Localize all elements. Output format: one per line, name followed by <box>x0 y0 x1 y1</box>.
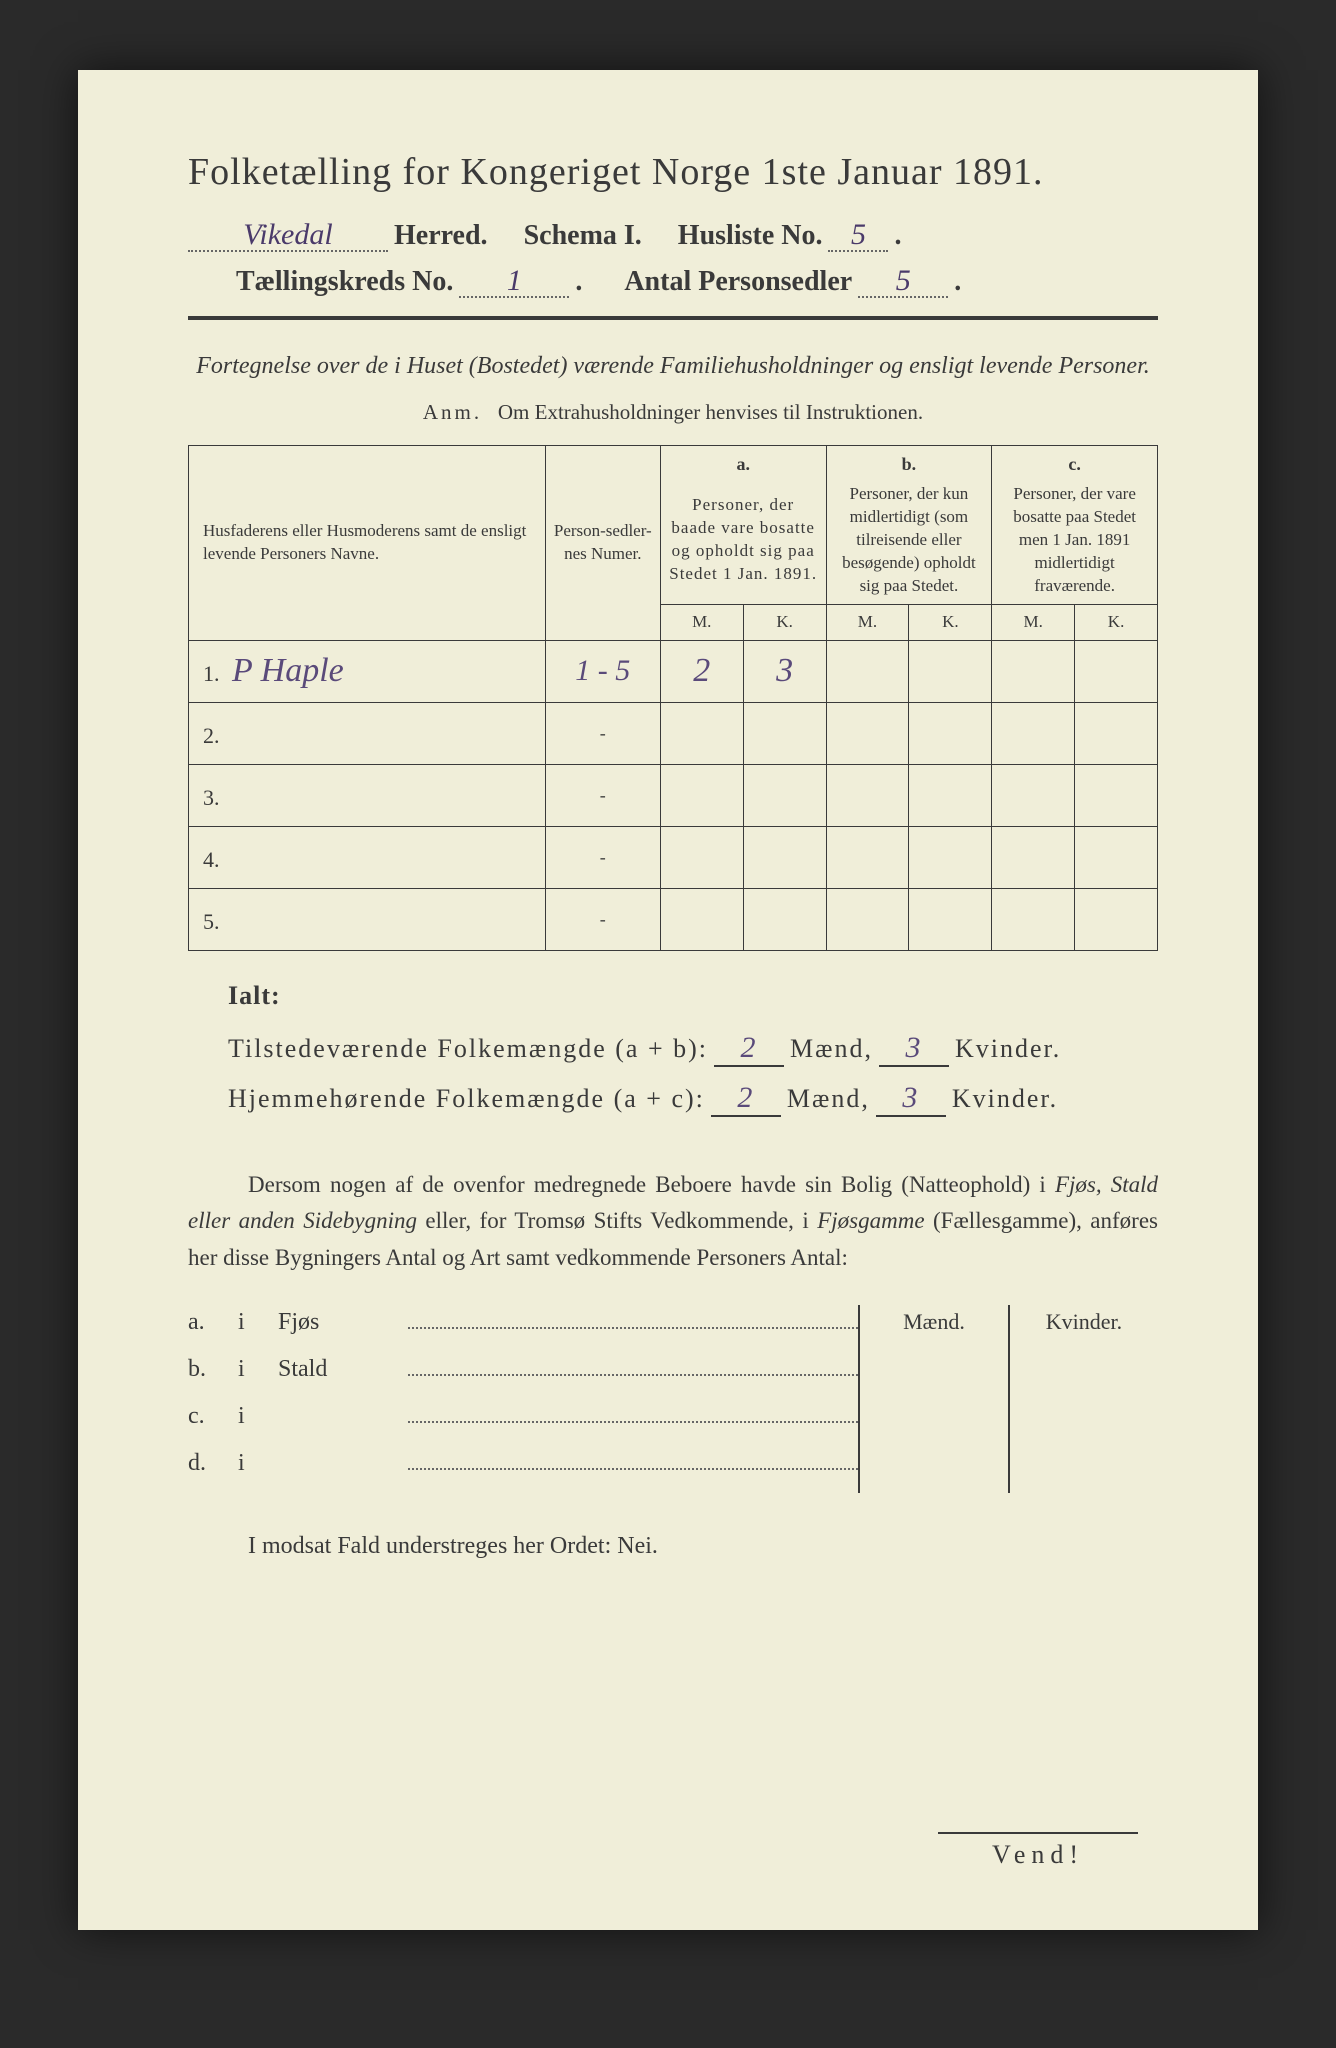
col-header-b: Personer, der kun midlertidigt (som tilr… <box>826 477 992 604</box>
table-row: 4. - <box>189 826 1158 888</box>
row-a-m <box>660 888 743 950</box>
herred-label: Herred. <box>394 220 488 252</box>
col-a-m: M. <box>660 604 743 640</box>
building-row: b.iStald <box>188 1352 858 1383</box>
buildings-maend-col: Mænd. <box>860 1305 1010 1493</box>
present-total: Tilstedeværende Folkemængde (a + b): 2 M… <box>228 1031 1158 1067</box>
buildings-table: a.iFjøs b.iStald c.i d.i Mænd. Kvinder. <box>188 1305 1158 1493</box>
col-header-num: Person-sedler-nes Numer. <box>545 446 660 641</box>
anm-label: Anm. <box>423 400 482 424</box>
col-header-c: Personer, der vare bosatte paa Stedet me… <box>992 477 1158 604</box>
row-a-k <box>743 826 826 888</box>
herred-field: Vikedal <box>188 220 388 252</box>
building-row: a.iFjøs <box>188 1305 858 1336</box>
row-num: - <box>545 826 660 888</box>
divider <box>188 316 1158 320</box>
table-row: 5. - <box>189 888 1158 950</box>
negation-line: I modsat Fald understreges her Ordet: Ne… <box>188 1533 1158 1560</box>
buildings-paragraph: Dersom nogen af de ovenfor medregnede Be… <box>188 1167 1158 1277</box>
row-c-k <box>1075 640 1158 702</box>
buildings-kvinder-col: Kvinder. <box>1010 1305 1158 1493</box>
row-b-m <box>826 702 909 764</box>
kreds-label: Tællingskreds No. <box>236 266 453 298</box>
census-form-page: Folketælling for Kongeriget Norge 1ste J… <box>78 70 1258 1930</box>
building-row: c.i <box>188 1399 858 1430</box>
row-c-m <box>992 888 1075 950</box>
row-a-k <box>743 702 826 764</box>
row-b-k <box>909 826 992 888</box>
present-k: 3 <box>879 1031 949 1067</box>
totals-section: Ialt: Tilstedeværende Folkemængde (a + b… <box>228 981 1158 1117</box>
resident-k: 3 <box>876 1081 946 1117</box>
row-num: - <box>545 888 660 950</box>
row-num: 1 - 5 <box>545 640 660 702</box>
row-b-m <box>826 764 909 826</box>
row-a-k <box>743 888 826 950</box>
row-b-k <box>909 764 992 826</box>
row-c-m <box>992 702 1075 764</box>
row-name: 4. <box>189 826 546 888</box>
col-c-k: K. <box>1075 604 1158 640</box>
resident-m: 2 <box>711 1081 781 1117</box>
row-a-m: 2 <box>660 640 743 702</box>
row-name: 1. P Haple <box>189 640 546 702</box>
husliste-label: Husliste No. <box>678 220 823 252</box>
col-header-b-letter: b. <box>826 446 992 477</box>
row-b-m <box>826 888 909 950</box>
vend-label: Vend! <box>938 1832 1138 1870</box>
row-name: 5. <box>189 888 546 950</box>
census-table: Husfaderens eller Husmoderens samt de en… <box>188 445 1158 951</box>
row-c-k <box>1075 764 1158 826</box>
page-title: Folketælling for Kongeriget Norge 1ste J… <box>188 150 1158 194</box>
row-a-k <box>743 764 826 826</box>
row-c-m <box>992 826 1075 888</box>
row-b-m <box>826 640 909 702</box>
table-row: 2. - <box>189 702 1158 764</box>
row-a-m <box>660 826 743 888</box>
header-line-1: Vikedal Herred. Schema I. Husliste No. 5… <box>188 220 1158 252</box>
col-header-name: Husfaderens eller Husmoderens samt de en… <box>189 446 546 641</box>
header-line-2: Tællingskreds No. 1 . Antal Personsedler… <box>188 266 1158 298</box>
row-b-k <box>909 702 992 764</box>
col-a-k: K. <box>743 604 826 640</box>
antal-field: 5 <box>858 266 948 298</box>
row-num: - <box>545 702 660 764</box>
row-a-m <box>660 702 743 764</box>
col-b-m: M. <box>826 604 909 640</box>
row-name: 3. <box>189 764 546 826</box>
row-b-k <box>909 888 992 950</box>
row-c-k <box>1075 888 1158 950</box>
building-row: d.i <box>188 1446 858 1477</box>
antal-label: Antal Personsedler <box>624 266 852 298</box>
husliste-field: 5 <box>828 220 888 252</box>
row-num: - <box>545 764 660 826</box>
col-header-a-letter: a. <box>660 446 826 477</box>
annotation: Anm. Om Extrahusholdninger henvises til … <box>188 400 1158 425</box>
row-c-m <box>992 640 1075 702</box>
row-b-m <box>826 826 909 888</box>
schema-label: Schema I. <box>524 220 642 252</box>
col-c-m: M. <box>992 604 1075 640</box>
row-name: 2. <box>189 702 546 764</box>
col-header-a: Personer, der baade vare bosatte og opho… <box>660 477 826 604</box>
row-a-k: 3 <box>743 640 826 702</box>
ialt-label: Ialt: <box>228 981 1158 1011</box>
subtitle: Fortegnelse over de i Huset (Bostedet) v… <box>188 348 1158 384</box>
row-c-m <box>992 764 1075 826</box>
row-c-k <box>1075 702 1158 764</box>
row-c-k <box>1075 826 1158 888</box>
row-b-k <box>909 640 992 702</box>
col-b-k: K. <box>909 604 992 640</box>
table-row: 3. - <box>189 764 1158 826</box>
present-m: 2 <box>714 1031 784 1067</box>
kreds-field: 1 <box>459 266 569 298</box>
resident-total: Hjemmehørende Folkemængde (a + c): 2 Mæn… <box>228 1081 1158 1117</box>
row-a-m <box>660 764 743 826</box>
table-row: 1. P Haple1 - 523 <box>189 640 1158 702</box>
anm-text: Om Extrahusholdninger henvises til Instr… <box>498 400 923 424</box>
col-header-c-letter: c. <box>992 446 1158 477</box>
